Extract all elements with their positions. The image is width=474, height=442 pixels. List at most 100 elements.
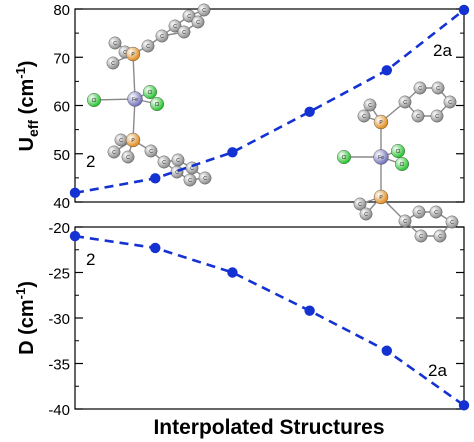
bottom-data-point — [227, 267, 238, 278]
carbon-atom-label: C — [146, 44, 150, 50]
carbon-atom — [197, 3, 211, 17]
carbon-atom — [429, 205, 443, 219]
carbon-atom-label: C — [202, 8, 206, 14]
carbon-atom — [191, 15, 205, 29]
carbon-atom-label: C — [149, 149, 153, 155]
top-data-point — [458, 4, 470, 16]
carbon-atom — [107, 145, 121, 159]
chlorine-atom-label: Cl — [400, 162, 405, 168]
carbon-atom-label: C — [126, 155, 130, 161]
carbon-atom — [155, 29, 169, 43]
metal-atom — [127, 91, 143, 107]
carbon-atom — [443, 95, 457, 109]
chlorine-atom — [391, 143, 406, 158]
carbon-atom-label: C — [403, 100, 407, 106]
carbon-atom-label: C — [182, 30, 186, 36]
chlorine-atom-label: Cl — [342, 155, 347, 161]
bottom-series-line — [74, 234, 465, 407]
top-y-title-exp: -1 — [13, 67, 28, 79]
top-y-tick-label: 50 — [53, 147, 70, 164]
bottom-data-point — [69, 230, 81, 242]
carbon-atom-label: C — [190, 166, 194, 172]
carbon-atom-label: C — [187, 14, 191, 20]
top-series-ueff — [69, 4, 470, 199]
chlorine-atom — [149, 96, 164, 111]
carbon-atom-label: C — [417, 210, 421, 216]
carbon-atom-label: C — [176, 158, 180, 164]
carbon-atom-label: C — [196, 20, 200, 26]
bottom-y-axis: -40 -35 -30 -25 -20 — [48, 220, 464, 419]
carbon-atom-label: C — [112, 150, 116, 156]
top-data-point — [150, 173, 161, 184]
carbon-atom-label: C — [203, 176, 207, 182]
top-y-title-unit: (cm — [16, 79, 38, 120]
bottom-y-title-main: D — [16, 340, 38, 354]
phosphorus-atom-label: P — [131, 138, 135, 144]
bottom-y-axis-title: D (cm-1) — [13, 281, 38, 355]
carbon-atom-label: C — [358, 202, 362, 208]
chlorine-atom — [142, 84, 157, 99]
carbon-atom — [353, 197, 367, 211]
phosphorus-atom — [125, 46, 141, 62]
carbon-atom — [198, 171, 212, 185]
chlorine-atom-label: Cl — [155, 102, 160, 108]
top-data-point — [227, 147, 238, 158]
carbon-atom-label: C — [434, 210, 438, 216]
carbon-atom — [359, 207, 373, 221]
bottom-data-point — [381, 345, 393, 356]
carbon-atom-label: C — [435, 114, 439, 120]
carbon-atom — [414, 229, 428, 243]
phosphorus-atom-label: P — [379, 120, 383, 126]
top-y-tick-label: 60 — [53, 99, 70, 116]
carbon-atom — [398, 214, 412, 228]
phosphorus-atom-label: P — [379, 195, 383, 201]
carbon-atom — [357, 109, 371, 123]
chlorine-atom-label: Cl — [148, 90, 153, 96]
carbon-atom — [144, 144, 158, 158]
chlorine-atom — [86, 92, 101, 107]
top-data-point — [381, 65, 393, 76]
chlorine-atom-label: Cl — [396, 149, 401, 155]
bottom-y-tick-label: -25 — [48, 266, 70, 283]
phosphorus-atom — [125, 132, 141, 148]
bottom-series-d — [69, 230, 470, 411]
carbon-atom — [413, 81, 427, 95]
chlorine-atom-label: Cl — [92, 98, 97, 104]
carbon-atom-label: C — [162, 160, 166, 166]
carbon-atom — [157, 155, 171, 169]
phosphorus-atom-label: P — [131, 52, 135, 58]
carbon-atom-label: C — [416, 114, 420, 120]
metal-atom-label: Fe — [132, 97, 138, 103]
top-y-tick-label: 40 — [53, 195, 70, 212]
carbon-atom — [177, 25, 191, 39]
bottom-y-title-unit: (cm — [16, 299, 38, 340]
top-y-title-sub: eff — [25, 120, 41, 137]
carbon-atom-label: C — [188, 178, 192, 184]
carbon-atom-label: C — [160, 34, 164, 40]
carbon-atom-label: C — [418, 86, 422, 92]
top-annotation-2a: 2a — [433, 41, 452, 60]
carbon-atom-label: C — [438, 234, 442, 240]
carbon-atom-label: C — [175, 170, 179, 176]
carbon-atom-label: C — [450, 220, 454, 226]
carbon-atom — [431, 81, 445, 95]
top-y-title-main: U — [16, 137, 38, 151]
top-annotation-2: 2 — [86, 152, 95, 171]
phosphorus-atom — [373, 189, 389, 205]
carbon-atom — [182, 9, 196, 23]
carbon-atom-label: C — [419, 234, 423, 240]
carbon-atom — [411, 109, 425, 123]
phosphorus-atom — [373, 114, 389, 130]
carbon-atom — [121, 150, 135, 164]
bottom-y-tick-label: -40 — [48, 402, 70, 419]
chlorine-atom — [337, 149, 352, 164]
top-y-title-close: ) — [16, 61, 38, 68]
bottom-annotation-2: 2 — [86, 250, 95, 269]
top-y-tick-label: 70 — [53, 50, 70, 67]
bottom-plot-frame — [74, 226, 465, 410]
carbon-atom-label: C — [173, 24, 177, 30]
carbon-atom-label: C — [436, 86, 440, 92]
carbon-atom-label: C — [119, 138, 123, 144]
